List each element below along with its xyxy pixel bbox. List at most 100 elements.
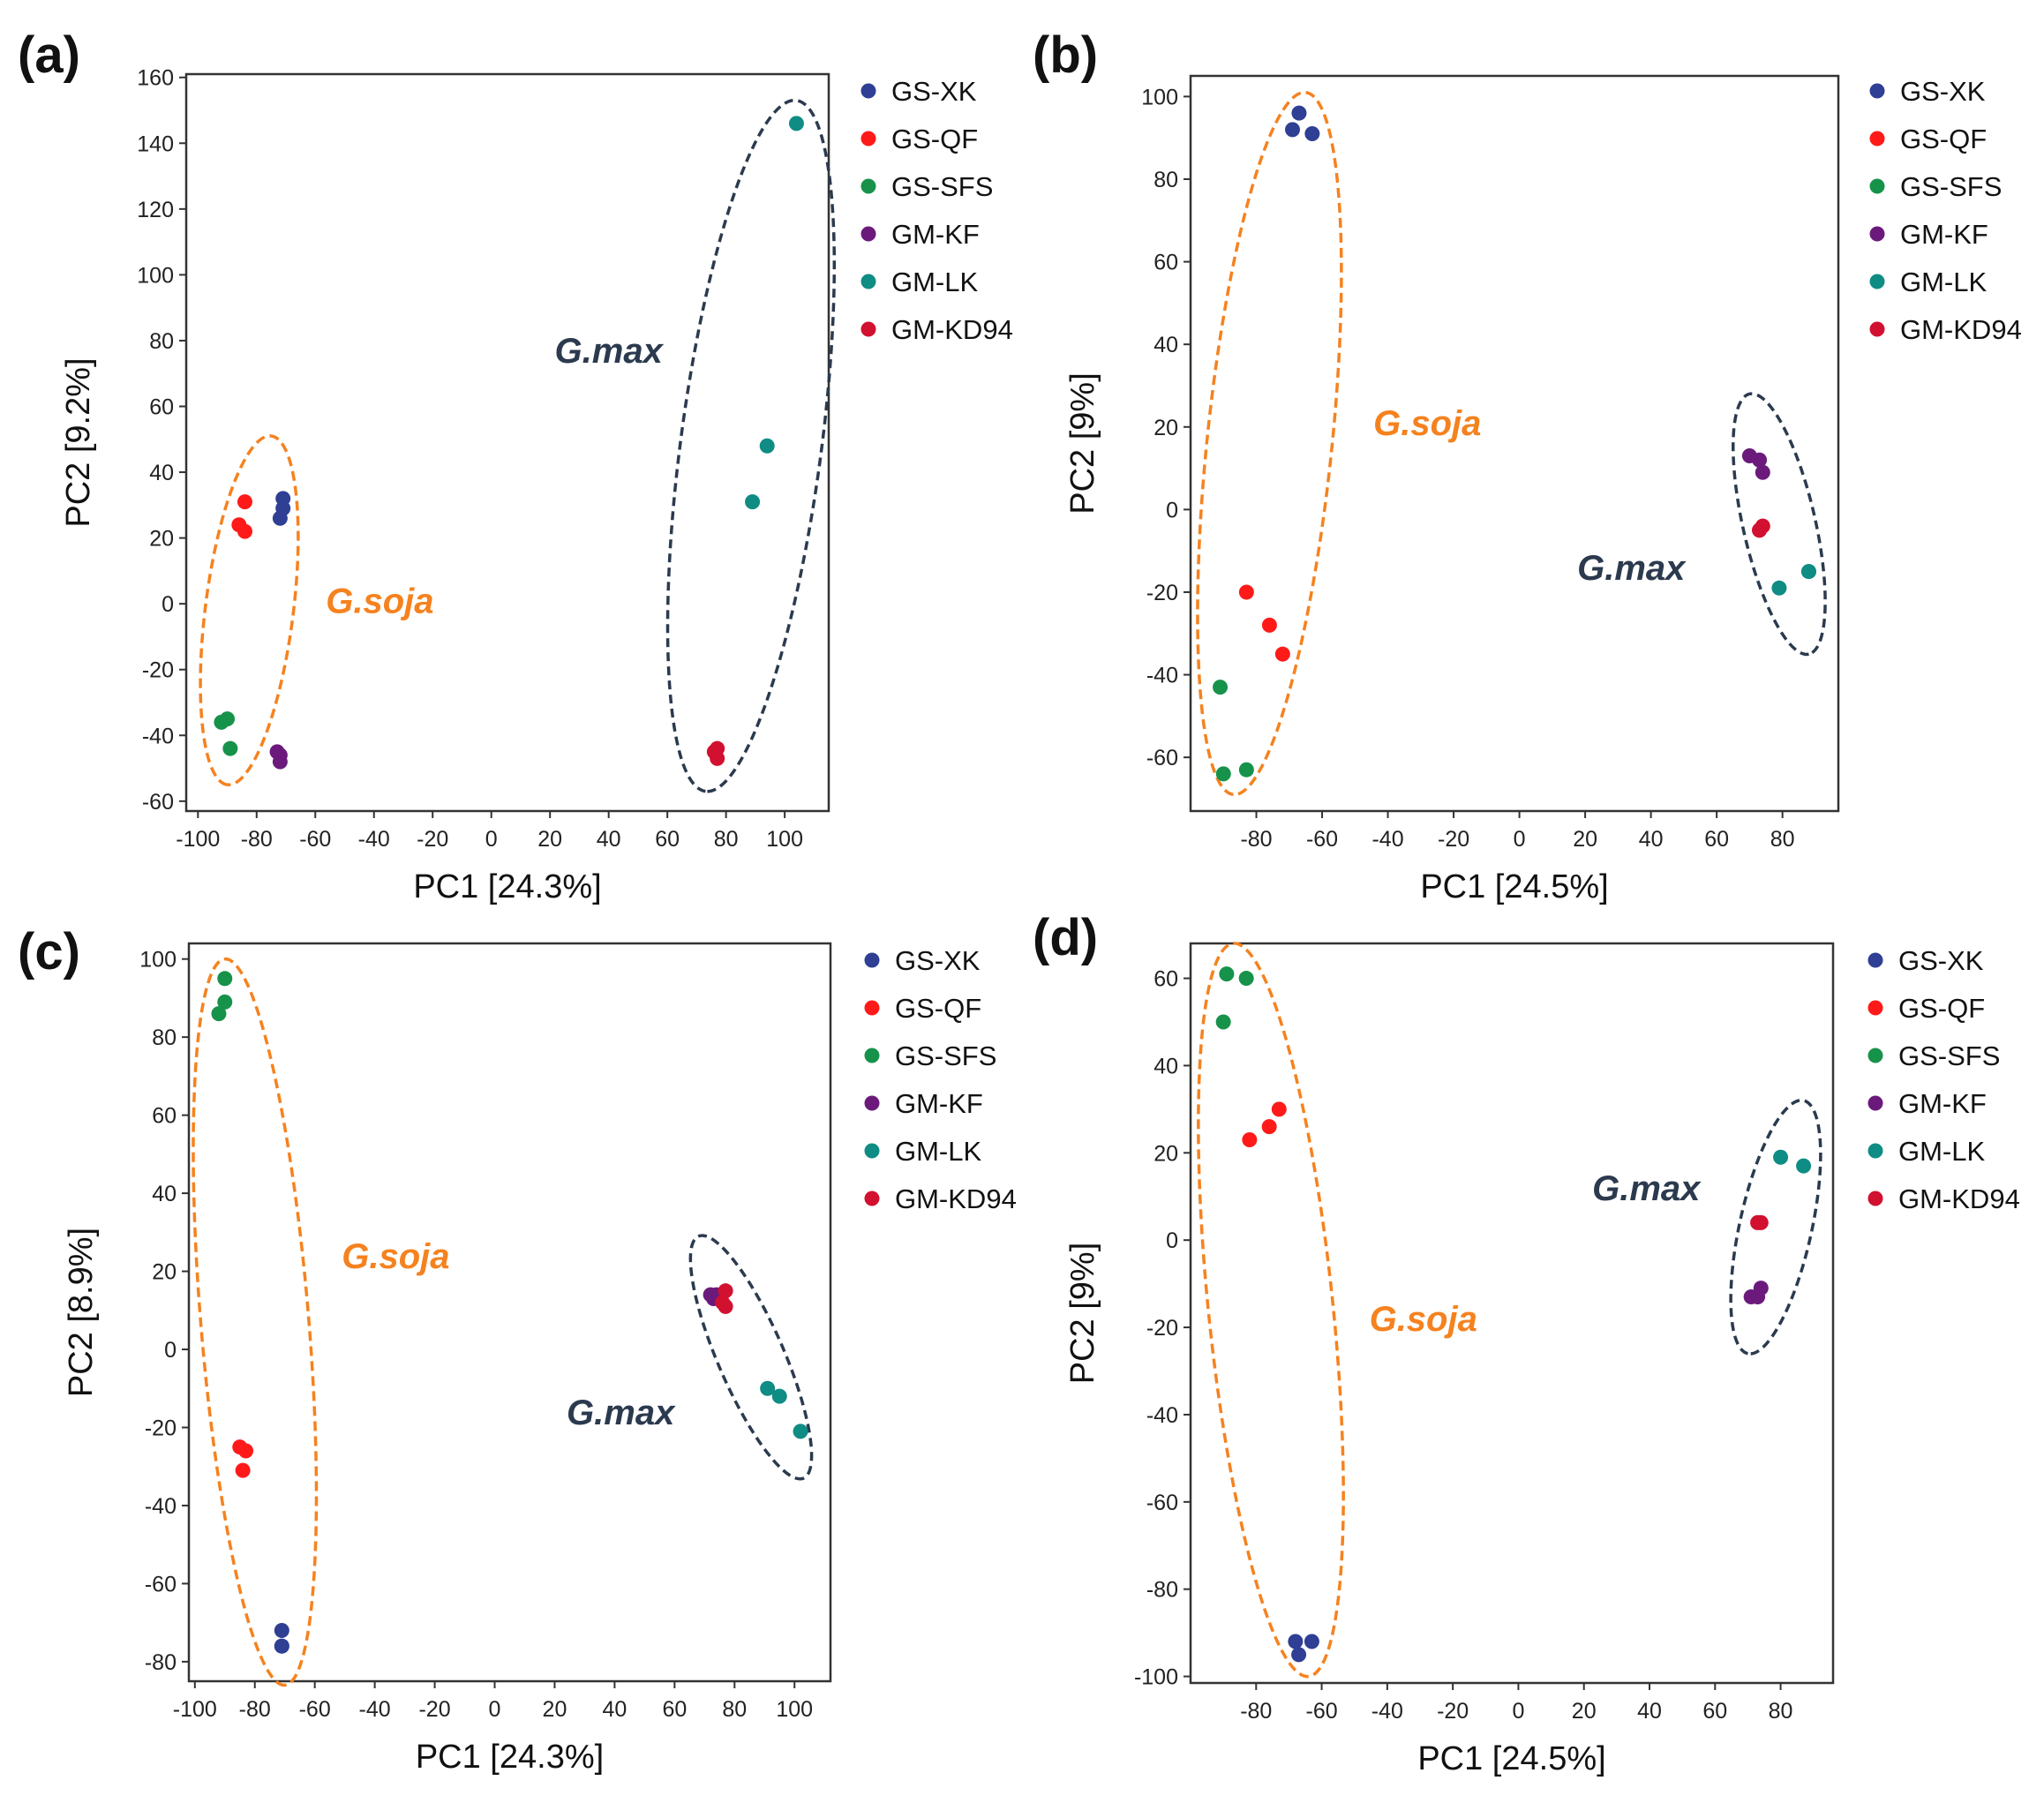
- data-point-gm-kf: [272, 747, 288, 763]
- x-tick-label: 80: [1769, 1699, 1793, 1724]
- legend-marker: [864, 1191, 880, 1206]
- x-tick-label: -20: [418, 1697, 450, 1722]
- x-tick-label: 80: [714, 827, 739, 852]
- y-tick-label: -60: [145, 1572, 177, 1596]
- data-point-gs-xk: [274, 1638, 289, 1654]
- plot-frame: [1189, 942, 1835, 1685]
- y-tick-label: 0: [1166, 498, 1178, 522]
- x-tick-label: -20: [417, 827, 448, 852]
- legend-marker: [860, 131, 876, 146]
- y-tick-label: 0: [1166, 1228, 1178, 1253]
- x-tick-label: -60: [299, 827, 331, 852]
- legend-label: GM-LK: [1898, 1136, 1986, 1167]
- legend-label: GS-QF: [1900, 124, 1987, 154]
- y-tick-label: 20: [1154, 1141, 1178, 1166]
- y-axis-title: PC2 [9.2%]: [60, 357, 97, 527]
- data-point-gs-sfs: [222, 740, 238, 756]
- legend-marker: [864, 1143, 880, 1159]
- y-tick-label: -60: [1146, 746, 1178, 770]
- y-tick-label: 20: [152, 1260, 177, 1285]
- x-tick-label: 60: [1702, 1699, 1727, 1724]
- y-tick-label: -60: [142, 790, 174, 815]
- data-point-gm-lk: [1796, 1158, 1812, 1174]
- panel-d: (d) -80 -60 -40 -20 0 20 40 60 80 -100 -80 -60 -40 -20…: [1033, 909, 2020, 1777]
- data-point-gm-lk: [771, 1388, 787, 1404]
- legend-label: GS-QF: [1898, 993, 1985, 1024]
- y-axis-title: PC2 [8.9%]: [63, 1228, 100, 1397]
- data-point-gm-kf: [1752, 452, 1768, 468]
- legend-label: GS-XK: [895, 945, 981, 976]
- legend-label: GS-SFS: [895, 1040, 996, 1071]
- legend-marker: [1869, 321, 1885, 337]
- legend-marker: [1869, 274, 1885, 289]
- legend-marker: [864, 1000, 880, 1016]
- legend-label: GS-XK: [1898, 945, 1984, 976]
- y-tick-label: 60: [1154, 251, 1178, 275]
- y-tick-label: 100: [139, 948, 177, 973]
- x-tick-label: 0: [1514, 827, 1526, 852]
- data-point-gm-lk: [1800, 564, 1816, 580]
- x-tick-label: 60: [1704, 827, 1729, 852]
- x-tick-label: -40: [1371, 1699, 1403, 1724]
- x-tick-label: 0: [1512, 1699, 1524, 1724]
- y-tick-label: -100: [1134, 1665, 1178, 1690]
- data-point-gs-xk: [1304, 126, 1320, 142]
- data-point-gs-sfs: [220, 711, 236, 727]
- data-point-gs-qf: [238, 1443, 254, 1459]
- x-axis-title: PC1 [24.5%]: [1417, 1740, 1605, 1777]
- legend-marker: [1869, 178, 1885, 194]
- legend-marker: [860, 226, 876, 242]
- x-tick-label: 0: [489, 1697, 501, 1722]
- x-tick-label: 100: [766, 827, 803, 852]
- data-point-gs-sfs: [217, 971, 233, 987]
- data-point-gm-kd94: [715, 1295, 731, 1311]
- group-label: G.soja: [1370, 1300, 1477, 1339]
- data-point-gs-sfs: [1238, 762, 1254, 778]
- data-point-gm-lk: [788, 116, 804, 131]
- data-point-gs-qf: [235, 1462, 251, 1478]
- group-label: G.max: [1577, 549, 1687, 588]
- data-point-gs-xk: [274, 1622, 289, 1638]
- legend-label: GM-LK: [891, 267, 979, 297]
- x-tick-label: -100: [176, 827, 220, 852]
- x-tick-label: 40: [597, 827, 621, 852]
- legend-marker: [1867, 1143, 1883, 1159]
- x-tick-label: -80: [1240, 1699, 1272, 1724]
- x-tick-label: 40: [1637, 1699, 1662, 1724]
- legend-label: GS-XK: [1900, 76, 1986, 107]
- x-tick-label: -40: [358, 827, 390, 852]
- data-point-gs-xk: [272, 510, 288, 526]
- legend-label: GM-KD94: [891, 314, 1013, 345]
- data-point-gs-xk: [1304, 1634, 1319, 1649]
- x-tick-label: 100: [776, 1697, 813, 1722]
- legend-marker: [1867, 952, 1883, 968]
- y-axis-title: PC2 [9%]: [1064, 1243, 1101, 1385]
- data-point-gs-qf: [237, 494, 252, 510]
- data-point-gs-xk: [1288, 1634, 1304, 1649]
- data-point-gs-sfs: [211, 1006, 227, 1022]
- data-point-gs-qf: [1238, 584, 1254, 600]
- x-axis-title: PC1 [24.3%]: [413, 868, 601, 905]
- group-label: G.max: [1592, 1169, 1702, 1208]
- legend-marker: [1867, 1000, 1883, 1016]
- panel-c: (c) -100 -80 -60 -40 -20 0 20 40 60 80 100 -80 -60 -40…: [18, 923, 1017, 1776]
- group-label: G.soja: [326, 582, 433, 620]
- legend-label: GM-KF: [891, 219, 980, 250]
- y-tick-label: 120: [137, 198, 174, 222]
- y-tick-label: -60: [1146, 1491, 1178, 1515]
- legend-marker: [860, 178, 876, 194]
- y-tick-label: 100: [137, 263, 174, 288]
- data-point-gs-sfs: [1219, 966, 1235, 982]
- x-axis-title: PC1 [24.3%]: [416, 1739, 604, 1776]
- data-point-gs-qf: [1274, 646, 1290, 662]
- x-tick-label: -80: [241, 827, 273, 852]
- x-tick-label: 20: [537, 827, 562, 852]
- x-tick-label: 80: [722, 1697, 747, 1722]
- y-tick-label: 60: [1154, 967, 1178, 992]
- x-tick-label: -20: [1438, 827, 1469, 852]
- panel-b: (b) -80 -60 -40 -20 0 20 40 60 80 -60 -40 -20 0 20 40 60…: [1033, 26, 2022, 905]
- data-point-gs-sfs: [217, 994, 233, 1010]
- data-point-gs-xk: [1285, 122, 1301, 138]
- legend-label: GM-KF: [1900, 219, 1988, 250]
